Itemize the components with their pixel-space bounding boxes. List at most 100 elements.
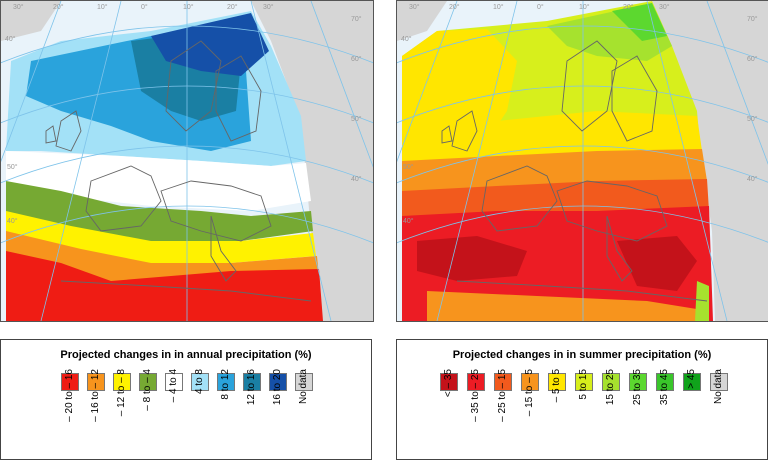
deg-label: 50° bbox=[747, 115, 758, 123]
coastlines bbox=[45, 40, 312, 302]
legend-swatch bbox=[629, 373, 647, 391]
legend-item: 5 to 15 bbox=[572, 369, 598, 461]
deg-label: 10° bbox=[579, 3, 590, 11]
legend-swatch bbox=[243, 373, 261, 391]
deg-label: 50° bbox=[403, 163, 414, 171]
legend-item: < – 35 bbox=[437, 369, 463, 461]
legend-item: – 20 to – 16 bbox=[58, 369, 84, 461]
degree-labels: 30° 40° 20° 10° 0° 10° 20° 30° 40° 50° 6… bbox=[5, 3, 362, 225]
deg-label: 0° bbox=[141, 3, 148, 11]
legend-swatch bbox=[191, 373, 209, 391]
summer-precipitation-map: 30° 40° 20° 10° 0° 10° 20° 30° 40° 50° 6… bbox=[396, 0, 768, 322]
legend-swatch bbox=[139, 373, 157, 391]
legend-swatch bbox=[521, 373, 539, 391]
legend-swatch bbox=[656, 373, 674, 391]
nodata-land-northwest bbox=[397, 1, 447, 41]
deg-label: 30° bbox=[409, 3, 420, 11]
legend-label: 5 to 15 bbox=[578, 369, 589, 400]
legend-item: – 12 to – 8 bbox=[110, 369, 136, 461]
deg-label: 60° bbox=[351, 55, 362, 63]
legend-item: – 16 to – 12 bbox=[84, 369, 110, 461]
nodata-land-northwest bbox=[1, 1, 61, 41]
band-less-than-minus35-east bbox=[617, 236, 697, 291]
band-southeast-green bbox=[695, 281, 709, 321]
legend-label: > 45 bbox=[686, 369, 697, 389]
annual-legend: Projected changes in in annual precipita… bbox=[0, 339, 372, 460]
deg-label: 30° bbox=[13, 3, 24, 11]
annual-legend-swatches: – 20 to – 16 – 16 to – 12 – 12 to – 8 – 8 t… bbox=[1, 369, 371, 463]
deg-label: 20° bbox=[449, 3, 460, 11]
coastlines bbox=[441, 40, 708, 302]
legend-label: 8 to 12 bbox=[220, 369, 231, 400]
legend-swatch bbox=[683, 373, 701, 391]
deg-label: 20° bbox=[53, 3, 64, 11]
legend-label: 16 to 20 bbox=[272, 369, 283, 406]
legend-item: 8 to 12 bbox=[214, 369, 240, 461]
deg-label: 60° bbox=[747, 55, 758, 63]
annual-legend-title: Projected changes in in annual precipita… bbox=[60, 349, 312, 361]
deg-label: 10° bbox=[493, 3, 504, 11]
summer-legend-swatches: < – 35 – 35 to – 25 – 25 to – 15 – 15 to – … bbox=[397, 369, 767, 463]
deg-label: 40° bbox=[5, 35, 16, 43]
legend-label: 25 to 35 bbox=[632, 369, 643, 406]
legend-item: No data bbox=[707, 369, 733, 461]
legend-swatch bbox=[602, 373, 620, 391]
deg-label: 0° bbox=[537, 3, 544, 11]
summer-map-svg: 30° 40° 20° 10° 0° 10° 20° 30° 40° 50° 6… bbox=[397, 1, 768, 321]
legend-label: – 8 to – 4 bbox=[142, 369, 153, 411]
deg-label: 40° bbox=[351, 175, 362, 183]
legend-label: – 15 to – 5 bbox=[524, 369, 535, 417]
legend-label: No data bbox=[298, 369, 309, 405]
legend-label: No data bbox=[713, 369, 724, 405]
deg-label: 40° bbox=[747, 175, 758, 183]
deg-label: 20° bbox=[623, 3, 634, 11]
band-less-than-minus35 bbox=[417, 236, 527, 281]
deg-label: 70° bbox=[351, 15, 362, 23]
legend-swatch bbox=[548, 373, 566, 391]
deg-label: 40° bbox=[403, 217, 414, 225]
legend-item: – 5 to 5 bbox=[545, 369, 571, 461]
deg-label: 20° bbox=[227, 3, 238, 11]
legend-label: 35 to 45 bbox=[659, 369, 670, 406]
legend-item: 25 to 35 bbox=[626, 369, 652, 461]
deg-label: 50° bbox=[7, 163, 18, 171]
legend-label: – 4 to 4 bbox=[168, 369, 179, 403]
degree-labels: 30° 40° 20° 10° 0° 10° 20° 30° 40° 50° 6… bbox=[401, 3, 758, 225]
legend-swatch bbox=[440, 373, 458, 391]
deg-label: 10° bbox=[183, 3, 194, 11]
legend-label: – 12 to – 8 bbox=[116, 369, 127, 417]
legend-label: – 35 to – 25 bbox=[470, 369, 481, 422]
band-minus4-to-4 bbox=[6, 151, 311, 211]
summer-legend: Projected changes in in summer precipita… bbox=[396, 339, 768, 460]
graticule bbox=[397, 1, 768, 321]
legend-item: – 25 to – 15 bbox=[491, 369, 517, 461]
legend-item: – 15 to – 5 bbox=[518, 369, 544, 461]
band-south-orange bbox=[427, 291, 709, 321]
deg-label: 30° bbox=[263, 3, 274, 11]
nodata-land-east bbox=[251, 1, 373, 321]
legend-label: – 25 to – 15 bbox=[497, 369, 508, 422]
annual-map-svg: 30° 40° 20° 10° 0° 10° 20° 30° 40° 50° 6… bbox=[1, 1, 373, 321]
annual-precipitation-map: 30° 40° 20° 10° 0° 10° 20° 30° 40° 50° 6… bbox=[0, 0, 374, 322]
graticule bbox=[1, 1, 373, 321]
deg-label: 50° bbox=[351, 115, 362, 123]
legend-swatch bbox=[494, 373, 512, 391]
legend-label: – 16 to – 12 bbox=[90, 369, 101, 422]
deg-label: 40° bbox=[7, 217, 18, 225]
legend-item: > 45 bbox=[680, 369, 706, 461]
band-minus5-to-5 bbox=[402, 29, 517, 151]
legend-label: – 20 to – 16 bbox=[64, 369, 75, 422]
legend-item: 12 to 16 bbox=[240, 369, 266, 461]
legend-swatch bbox=[61, 373, 79, 391]
legend-swatch bbox=[710, 373, 728, 391]
legend-swatch bbox=[165, 373, 183, 391]
legend-label: – 5 to 5 bbox=[551, 369, 562, 403]
legend-swatch bbox=[467, 373, 485, 391]
deg-label: 70° bbox=[747, 15, 758, 23]
legend-item: 15 to 25 bbox=[599, 369, 625, 461]
legend-swatch bbox=[269, 373, 287, 391]
deg-label: 10° bbox=[97, 3, 108, 11]
legend-item: 16 to 20 bbox=[266, 369, 292, 461]
legend-swatch bbox=[87, 373, 105, 391]
nodata-land-east bbox=[652, 1, 768, 321]
